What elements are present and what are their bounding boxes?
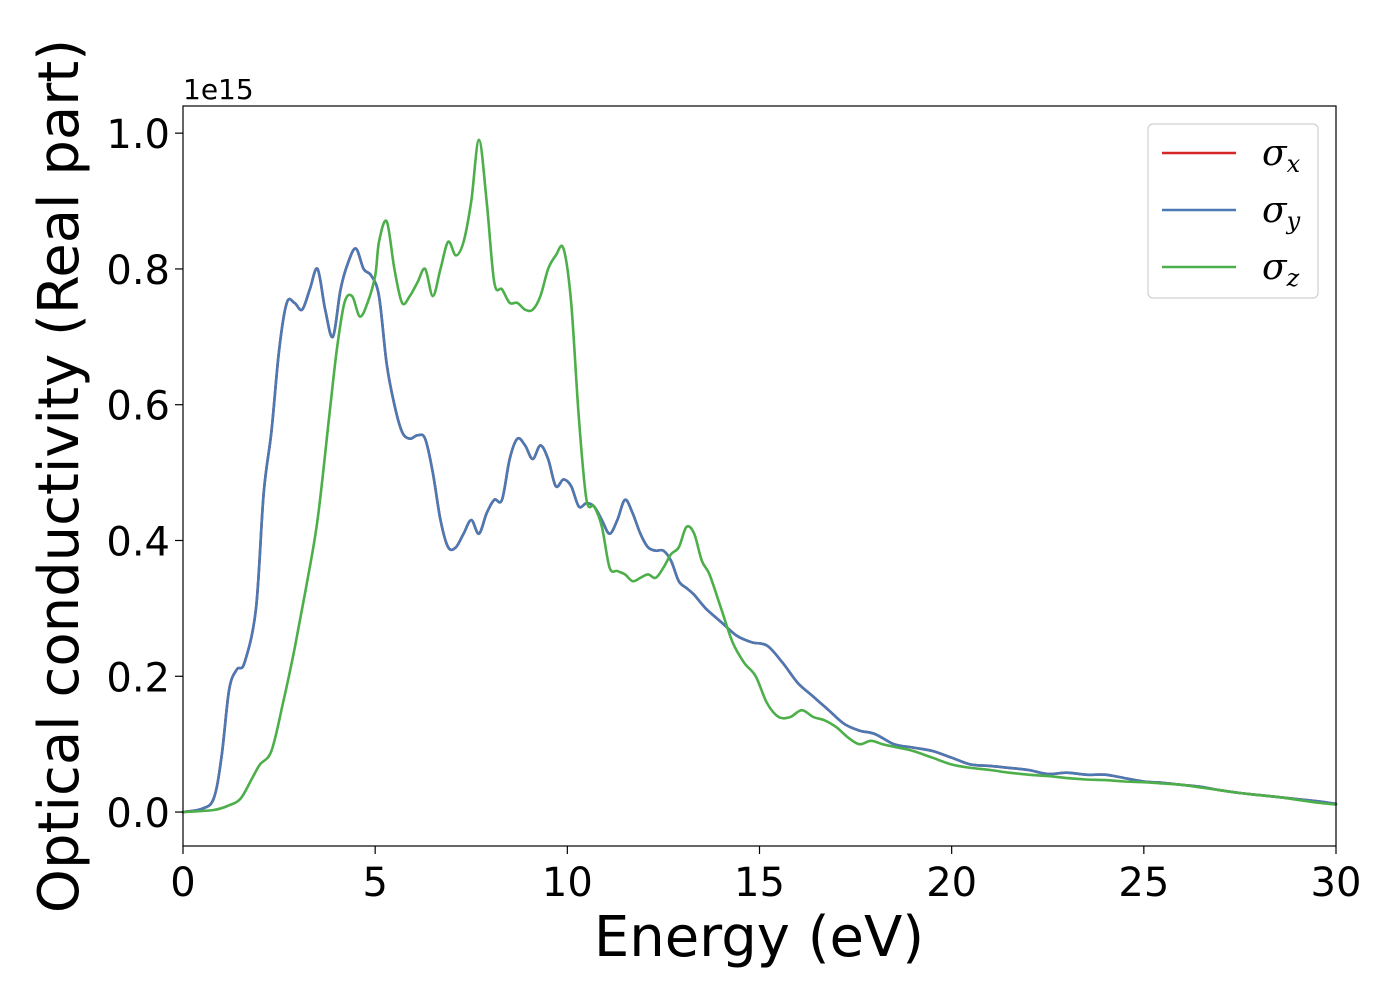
x-tick-label: 10 [542,860,593,906]
x-tick-label: 30 [1311,860,1362,906]
legend-label-x: σx [1262,133,1301,178]
x-axis-ticks: 0 5 10 15 20 25 30 [170,846,1361,906]
x-tick-label: 15 [734,860,785,906]
x-tick-label: 20 [926,860,977,906]
y-axis-ticks: 0.0 0.2 0.4 0.6 0.8 1.0 [106,112,183,837]
y-tick-label: 1.0 [106,112,170,158]
y-tick-label: 0.2 [106,655,170,701]
y-offset-text: 1e15 [183,73,254,106]
y-axis-title: Optical conductivity (Real part) [27,39,92,913]
y-tick-label: 0.4 [106,519,170,565]
x-tick-label: 0 [170,860,195,906]
legend: σx σy σz [1147,123,1319,299]
legend-label-y: σy [1262,190,1301,235]
x-tick-label: 25 [1118,860,1169,906]
y-tick-label: 0.8 [106,248,170,294]
series-line-y [181,247,1338,814]
legend-label-z: σz [1262,247,1300,292]
x-axis-title: Energy (eV) [594,905,924,970]
plot-lines [181,138,1338,814]
x-tick-label: 5 [362,860,387,906]
y-tick-label: 0.6 [106,384,170,430]
y-tick-label: 0.0 [106,791,170,837]
series-line-z [181,138,1338,814]
